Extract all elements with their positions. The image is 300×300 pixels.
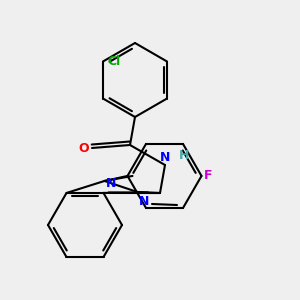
Text: Cl: Cl [107, 55, 120, 68]
Text: F: F [203, 169, 212, 182]
Text: N: N [160, 151, 170, 164]
Text: N: N [106, 177, 116, 190]
Text: H: H [179, 149, 189, 162]
Text: N: N [139, 195, 150, 208]
Text: O: O [78, 142, 89, 154]
